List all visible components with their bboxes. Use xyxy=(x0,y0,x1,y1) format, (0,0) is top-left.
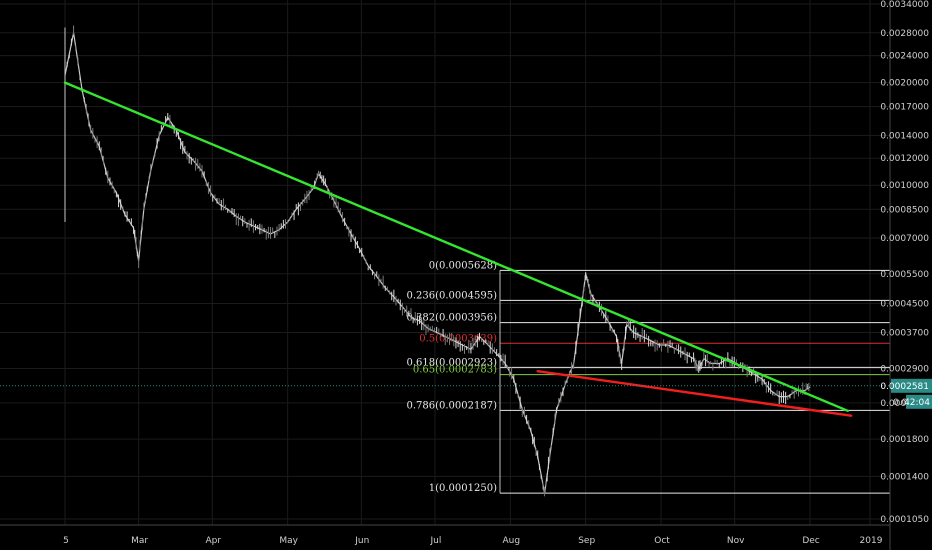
fib-level-label: 1(0.0001250) xyxy=(429,483,497,494)
y-tick-label: 0.0002900 xyxy=(880,365,929,375)
y-tick-label: 0.0020000 xyxy=(880,79,929,89)
y-tick-label: 0.0001050 xyxy=(880,515,929,525)
x-tick-label: May xyxy=(279,536,298,546)
y-tick-label: 0.0014000 xyxy=(880,131,929,141)
fib-level-label: 0.618(0.0002923) xyxy=(406,357,497,368)
countdown-badge xyxy=(906,394,932,409)
x-tick-label: Aug xyxy=(503,536,521,546)
y-tick-label: 0.0017000 xyxy=(880,103,929,113)
y-tick-label: 0.0012000 xyxy=(880,154,929,164)
y-tick-label: 0.0003700 xyxy=(880,328,929,338)
x-tick-label: 2019 xyxy=(860,536,883,546)
fib-level-label: 0.382(0.0003956) xyxy=(406,313,497,324)
x-tick-label: Oct xyxy=(654,536,670,546)
green-trendline[interactable] xyxy=(63,81,849,413)
fib-level-label: 0(0.0005628) xyxy=(429,260,497,271)
y-tick-label: 0.0024000 xyxy=(880,52,929,62)
countdown-label: 42:04 xyxy=(904,398,930,408)
red-trendline[interactable] xyxy=(536,369,853,417)
price-axis-background xyxy=(890,0,932,550)
trendlines[interactable] xyxy=(63,81,853,417)
y-tick-label: 0.0034000 xyxy=(880,0,929,10)
fib-level-label: 0.5(0.0003439) xyxy=(419,333,497,344)
y-tick-label: 0.0005500 xyxy=(880,270,929,280)
last-price-label: 0.0002581 xyxy=(880,382,929,392)
y-tick-label: 0.0001400 xyxy=(880,472,929,482)
fib-level-label: 0.236(0.0004595) xyxy=(406,290,497,301)
price-axis[interactable]: 0.0034000 0.0028000 0.0024000 0.0020000 0.00… xyxy=(880,0,932,550)
x-tick-label: Nov xyxy=(727,536,745,546)
y-tick-label: 0.0001800 xyxy=(880,435,929,445)
x-tick-label: Sep xyxy=(578,536,595,546)
y-tick-label: 0.0004500 xyxy=(880,299,929,309)
y-tick-label: 0.0010000 xyxy=(880,181,929,191)
y-tick-label: 0.0002300 xyxy=(880,399,929,409)
fib-level-label: 0.786(0.0002187) xyxy=(406,400,497,411)
x-tick-label: Jun xyxy=(354,536,369,546)
last-price-badge xyxy=(891,378,932,393)
y-tick-label: 0.0008500 xyxy=(880,205,929,215)
x-tick-label: 5 xyxy=(63,536,69,546)
y-tick-label: 0.0007000 xyxy=(880,234,929,244)
x-tick-label: Apr xyxy=(206,536,222,546)
time-axis[interactable]: 5 Mar Apr May Jun Jul Aug Sep Oct Nov Dec 2019 xyxy=(0,524,890,546)
price-badges: 0.00025810.000242:04 xyxy=(0,378,932,409)
x-tick-label: Dec xyxy=(802,536,819,546)
fib-level-label: 0.65(0.0002783) xyxy=(413,365,497,376)
price-series xyxy=(64,25,811,497)
fibonacci-retracement[interactable]: 0(0.0005628) 0.236(0.0004595) 0.382(0.0003… xyxy=(406,260,890,494)
x-tick-label: Jul xyxy=(430,536,442,546)
x-tick-label: Mar xyxy=(131,536,148,546)
y-tick-label: 0.0028000 xyxy=(880,29,929,39)
